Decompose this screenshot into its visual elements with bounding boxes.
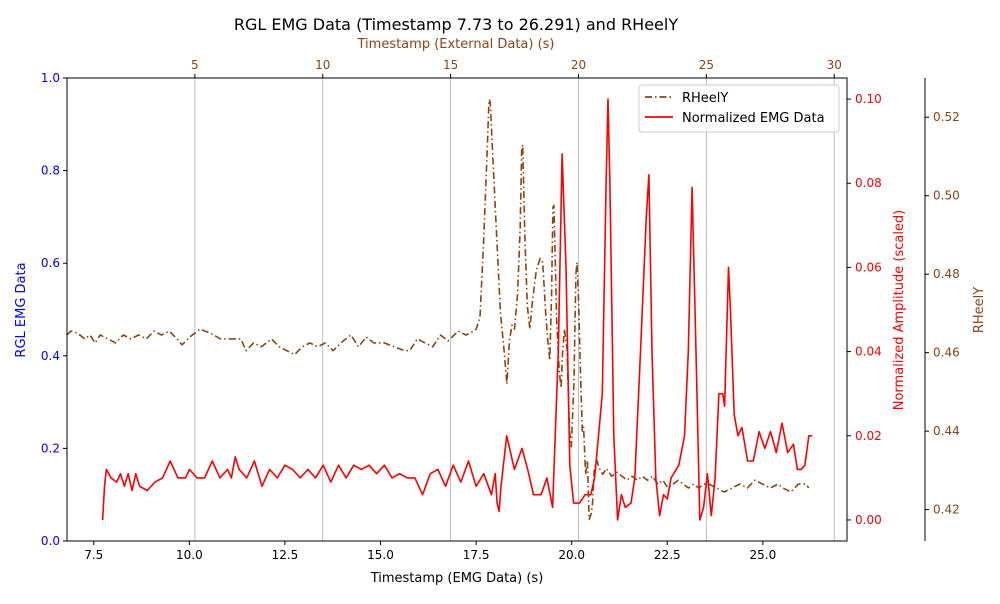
top-tick-label: 20 [571, 58, 586, 72]
bottom-tick-label: 20.0 [558, 548, 585, 562]
legend-label-emg: Normalized EMG Data [682, 111, 825, 126]
left-tick-label: 0.2 [41, 441, 60, 455]
left-tick-label: 0.8 [41, 164, 60, 178]
bottom-tick-label: 7.5 [84, 548, 103, 562]
right-inner-tick-label: 0.04 [855, 345, 882, 359]
left-axis: 0.0 0.2 0.4 0.6 0.8 1.0 [41, 71, 67, 548]
top-tick-label: 30 [827, 58, 842, 72]
legend-label-rheely: RHeelY [682, 91, 728, 106]
bottom-axis: 7.5 10.0 12.5 15.0 17.5 20.0 22.5 25.0 [84, 541, 776, 562]
top-axis: 5 10 15 20 25 30 [191, 58, 842, 78]
series-line-rheely [66, 98, 810, 521]
legend: RHeelY Normalized EMG Data [638, 84, 840, 133]
right-inner-tick-label: 0.06 [855, 260, 882, 274]
top-axis-label: Timestamp (External Data) (s) [357, 37, 555, 52]
left-tick-label: 0.4 [41, 349, 60, 363]
right-outer-tick-label: 0.42 [933, 503, 960, 517]
left-tick-label: 0.6 [41, 256, 60, 270]
bottom-tick-label: 22.5 [654, 548, 681, 562]
bottom-tick-label: 12.5 [272, 548, 299, 562]
left-tick-label: 0.0 [41, 534, 60, 548]
right-inner-tick-label: 0.10 [855, 92, 882, 106]
top-tick-label: 25 [699, 58, 714, 72]
left-tick-label: 1.0 [41, 71, 60, 85]
bottom-tick-label: 17.5 [463, 548, 490, 562]
bottom-tick-label: 25.0 [750, 548, 777, 562]
bottom-axis-label: Timestamp (EMG Data) (s) [370, 571, 544, 586]
right-inner-axis-label: Normalized Amplitude (scaled) [892, 210, 907, 411]
right-outer-tick-label: 0.44 [933, 424, 960, 438]
series-line-normalized-emg [101, 98, 813, 521]
right-inner-tick-label: 0.02 [855, 429, 882, 443]
chart-title: RGL EMG Data (Timestamp 7.73 to 26.291) … [234, 15, 678, 34]
right-outer-axis: 0.42 0.44 0.46 0.48 0.50 0.52 [925, 110, 960, 517]
right-inner-tick-label: 0.08 [855, 176, 882, 190]
left-axis-label: RGL EMG Data [14, 262, 29, 357]
right-inner-axis: 0.00 0.02 0.04 0.06 0.08 0.10 [847, 92, 882, 527]
plot-frame [66, 77, 848, 542]
top-tick-label: 5 [191, 58, 199, 72]
right-inner-tick-label: 0.00 [855, 513, 882, 527]
right-outer-tick-label: 0.48 [933, 267, 960, 281]
right-outer-axis-label: RHeelY [972, 287, 987, 333]
series-layer [66, 98, 813, 521]
right-outer-tick-label: 0.50 [933, 189, 960, 203]
bottom-tick-label: 10.0 [176, 548, 203, 562]
right-outer-tick-label: 0.46 [933, 346, 960, 360]
bottom-tick-label: 15.0 [367, 548, 394, 562]
top-tick-label: 15 [443, 58, 458, 72]
legend-box [638, 84, 840, 133]
top-tick-label: 10 [315, 58, 330, 72]
right-outer-tick-label: 0.52 [933, 110, 960, 124]
